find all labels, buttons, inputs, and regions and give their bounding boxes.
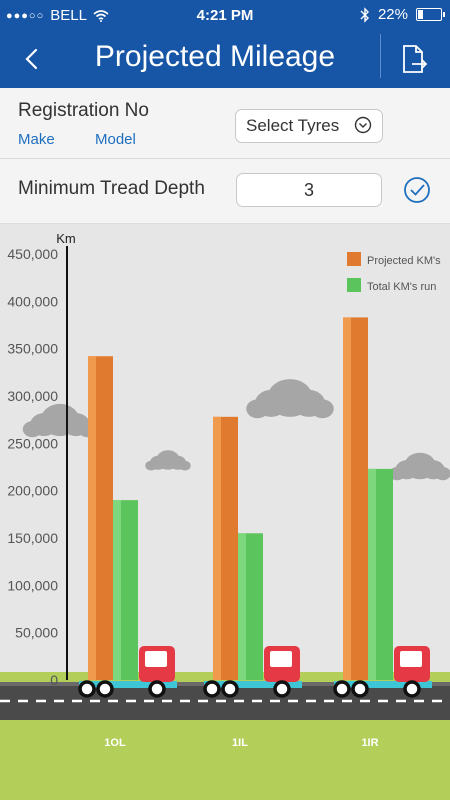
- back-button[interactable]: [18, 44, 48, 74]
- truck-icon: [78, 646, 177, 698]
- nav-divider: [380, 34, 381, 78]
- truck-wheel: [78, 680, 96, 698]
- truck-icon: [203, 646, 302, 698]
- tread-depth-label: Minimum Tread Depth: [18, 178, 205, 199]
- legend-label: Projected KM's: [367, 255, 441, 267]
- truck-wheel: [203, 680, 221, 698]
- bar-total-highlight: [368, 468, 376, 680]
- x-tick-label: 1OL: [104, 737, 126, 749]
- bar-projected-highlight: [343, 317, 351, 680]
- cloud-puff: [22, 421, 43, 438]
- cloud-puff: [246, 399, 269, 419]
- bar-projected-highlight: [213, 416, 221, 680]
- cloud-puff: [434, 466, 450, 481]
- navigation-bar: Projected Mileage: [0, 32, 450, 88]
- wifi-icon: [93, 9, 109, 22]
- carrier-name: BELL: [50, 7, 87, 24]
- make-link[interactable]: Make: [18, 131, 55, 148]
- registration-label: Registration No: [18, 100, 149, 121]
- cloud-icon: [389, 452, 450, 481]
- cloud-puff: [178, 460, 191, 471]
- model-link[interactable]: Model: [95, 131, 136, 148]
- truck-bed: [204, 681, 302, 688]
- y-tick-label: 50,000: [15, 625, 58, 641]
- signal-strength-icon: ●●●○○: [6, 9, 45, 22]
- status-right: 22%: [360, 6, 445, 23]
- y-tick-label: 0: [50, 672, 58, 688]
- chevron-down-icon: [354, 116, 372, 134]
- truck-wheel: [333, 680, 351, 698]
- truck-window: [145, 651, 167, 667]
- truck-wheel: [403, 680, 421, 698]
- export-icon[interactable]: [400, 44, 428, 74]
- bar-projected-highlight: [88, 356, 96, 680]
- truck-bed: [79, 681, 177, 688]
- cloud-puff: [145, 460, 158, 471]
- y-tick-label: 250,000: [7, 435, 58, 451]
- y-tick-label: 400,000: [7, 293, 58, 309]
- y-tick-label: 150,000: [7, 530, 58, 546]
- cloud-icon: [145, 450, 191, 471]
- y-tick-label: 350,000: [7, 341, 58, 357]
- legend-label: Total KM's run: [367, 281, 436, 293]
- confirm-check-icon[interactable]: [403, 176, 431, 204]
- select-tyres-dropdown[interactable]: Select Tyres: [235, 109, 383, 143]
- battery-percent: 22%: [377, 6, 408, 23]
- y-tick-label: 450,000: [7, 246, 58, 262]
- truck-wheel: [96, 680, 114, 698]
- x-tick-label: 1IL: [232, 737, 248, 749]
- truck-wheel: [148, 680, 166, 698]
- y-tick-label: 300,000: [7, 388, 58, 404]
- status-bar: ●●●○○ BELL 4:21 PM 22%: [0, 0, 450, 32]
- select-tyres-label: Select Tyres: [246, 116, 340, 135]
- legend-swatch: [347, 252, 361, 266]
- carrier-group: ●●●○○ BELL: [6, 7, 109, 24]
- cloud-icon: [246, 379, 334, 419]
- truck-window: [400, 651, 422, 667]
- bar-total-highlight: [238, 533, 246, 680]
- y-tick-label: 100,000: [7, 577, 58, 593]
- tread-row: Minimum Tread Depth: [0, 159, 450, 224]
- bar-total-highlight: [113, 500, 121, 680]
- cloud-icon: [22, 403, 98, 438]
- truck-bed: [334, 681, 432, 688]
- mileage-chart: Km 450,000 400,000 350,000 300,000 250,000 200…: [0, 224, 450, 800]
- truck-wheel: [221, 680, 239, 698]
- truck-icon: [333, 646, 432, 698]
- cloud-puff: [311, 399, 334, 419]
- ground: [0, 720, 450, 800]
- y-axis-label: Km: [56, 231, 76, 246]
- vehicle-row: Registration No Make Model Select Tyres: [0, 88, 450, 159]
- legend-swatch: [347, 278, 361, 292]
- bluetooth-icon: [360, 6, 369, 23]
- tread-depth-input[interactable]: [236, 173, 382, 207]
- page-title: Projected Mileage: [94, 40, 336, 73]
- truck-window: [270, 651, 292, 667]
- truck-wheel: [273, 680, 291, 698]
- truck-wheel: [351, 680, 369, 698]
- battery-icon: [416, 8, 445, 21]
- cloud-puff: [389, 466, 406, 481]
- y-tick-label: 200,000: [7, 483, 58, 499]
- clock: 4:21 PM: [196, 7, 254, 24]
- x-tick-label: 1IR: [361, 737, 378, 749]
